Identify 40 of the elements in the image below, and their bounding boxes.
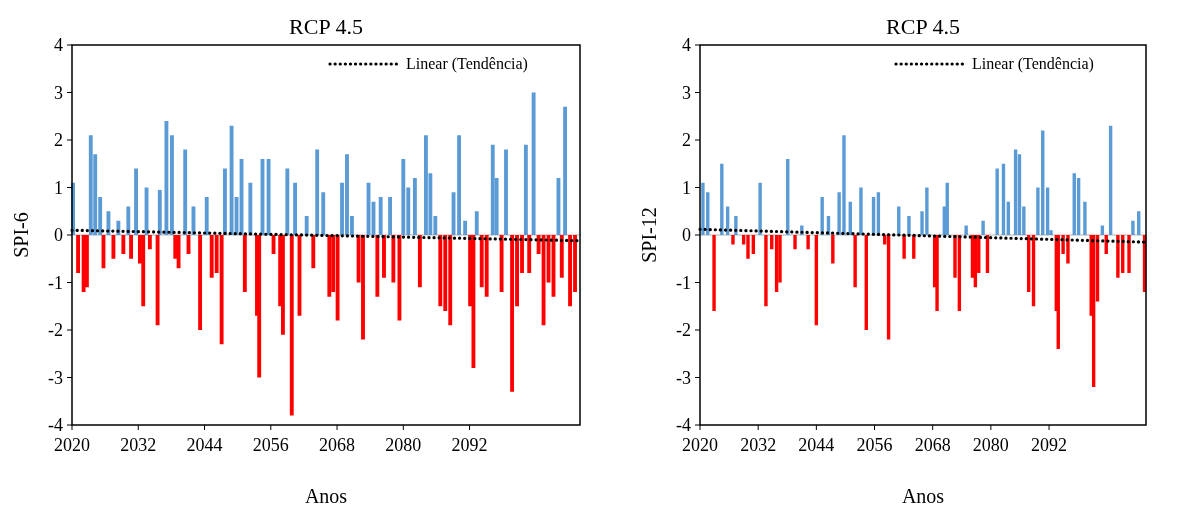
x-tick-label: 2020 <box>54 435 90 455</box>
x-tick-label: 2056 <box>252 435 289 455</box>
y-tick-label: -4 <box>676 415 691 435</box>
x-axis-title: Anos <box>901 485 945 507</box>
x-tick-label: 2092 <box>451 435 488 455</box>
y-tick-label: 0 <box>682 225 691 245</box>
x-tick-label: 2068 <box>914 435 951 455</box>
y-axis-title: SPI-6 <box>10 212 32 258</box>
y-tick-label: 2 <box>54 130 63 150</box>
x-tick-label: 2032 <box>120 435 157 455</box>
x-tick-label: 2020 <box>682 435 718 455</box>
chart-title: RCP 4.5 <box>886 14 960 39</box>
y-tick-label: 1 <box>54 177 63 198</box>
x-tick-label: 2056 <box>856 435 893 455</box>
y-tick-label: -1 <box>48 272 63 293</box>
y-tick-label: 0 <box>54 225 63 245</box>
y-tick-label: 2 <box>682 130 691 150</box>
y-tick-label: 4 <box>682 35 691 55</box>
y-tick-label: -3 <box>676 367 691 388</box>
y-axis-title: SPI-12 <box>638 207 660 263</box>
x-tick-label: 2044 <box>186 435 223 455</box>
y-tick-label: -2 <box>48 320 63 340</box>
y-tick-label: -2 <box>676 320 691 340</box>
y-tick-label: 1 <box>682 177 691 198</box>
y-tick-label: -1 <box>676 272 691 293</box>
x-tick-label: 2032 <box>740 435 777 455</box>
legend-label: Linear (Tendência) <box>972 55 1094 73</box>
chart-title: RCP 4.5 <box>289 14 363 39</box>
y-tick-label: -3 <box>48 367 63 388</box>
x-tick-label: 2080 <box>972 435 1009 455</box>
y-tick-label: 4 <box>54 35 63 55</box>
y-tick-label: 3 <box>54 82 63 103</box>
y-tick-label: 3 <box>682 82 691 103</box>
x-tick-label: 2044 <box>798 435 835 455</box>
x-tick-label: 2092 <box>1031 435 1068 455</box>
x-tick-label: 2080 <box>385 435 422 455</box>
y-tick-label: -4 <box>48 415 63 435</box>
x-axis-title: Anos <box>304 485 348 507</box>
legend-label: Linear (Tendência) <box>406 55 528 73</box>
x-tick-label: 2068 <box>319 435 356 455</box>
